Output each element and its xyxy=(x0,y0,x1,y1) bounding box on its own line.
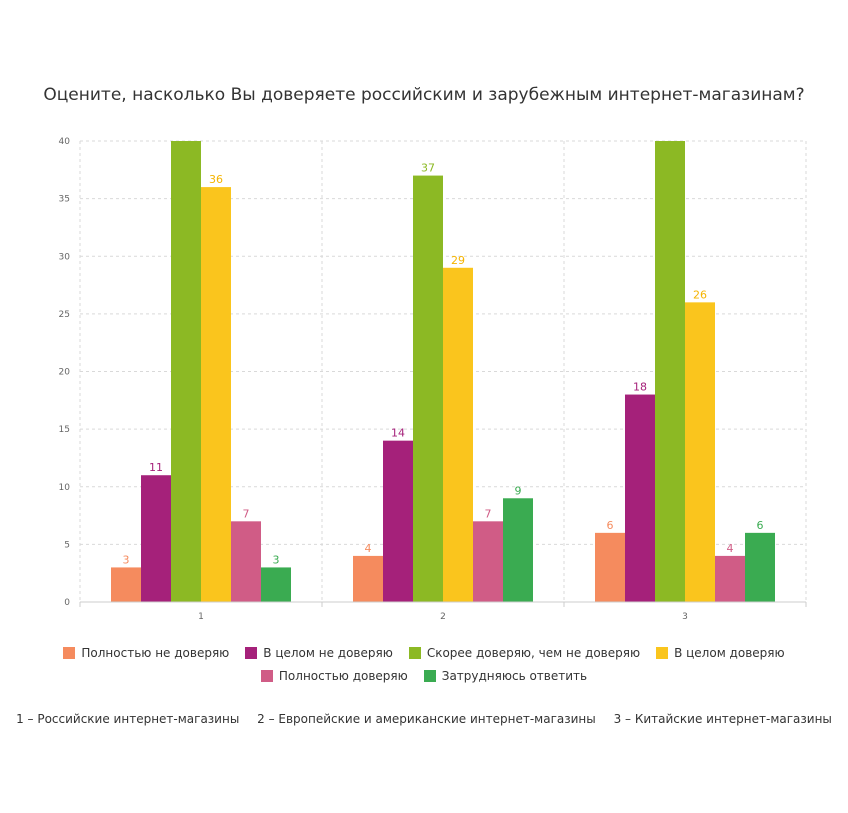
bar[interactable] xyxy=(353,555,383,602)
data-label: 11 xyxy=(149,461,163,474)
y-tick-label: 20 xyxy=(59,368,71,378)
bar[interactable] xyxy=(655,141,685,602)
data-labels: 3 11 41 36 7 3 4 14 37 29 7 9 6 18 41 26 4 6 xyxy=(123,127,764,566)
legend-swatch xyxy=(260,670,273,682)
footnote-1: 1 – Российские интернет-магазины xyxy=(16,712,240,726)
bar[interactable] xyxy=(595,532,625,602)
data-label: 3 xyxy=(273,553,280,566)
data-label: 41 xyxy=(179,127,193,140)
legend-label: Скорее доверяю, чем не доверяю xyxy=(426,646,641,660)
category-footnote: 1 – Российские интернет-магазины 2 – Евр… xyxy=(0,712,848,726)
bar[interactable] xyxy=(413,175,443,602)
data-label: 6 xyxy=(607,519,614,532)
legend: Полностью не доверяю В целом не доверяю … xyxy=(0,646,848,692)
data-label: 6 xyxy=(757,519,764,532)
legend-item[interactable]: Полностью не доверяю xyxy=(63,646,229,660)
bar[interactable] xyxy=(473,521,503,602)
x-tick-label: 2 xyxy=(440,612,446,622)
data-label: 4 xyxy=(365,542,372,555)
data-label: 3 xyxy=(123,553,130,566)
data-label: 4 xyxy=(727,542,734,555)
y-tick-label: 5 xyxy=(64,540,70,550)
chart-title: Оцените, насколько Вы доверяете российск… xyxy=(43,85,804,105)
bar[interactable] xyxy=(685,302,715,602)
data-label: 29 xyxy=(451,254,465,267)
y-tick-label: 25 xyxy=(59,310,70,320)
y-tick-label: 40 xyxy=(59,137,71,147)
x-tick-label: 3 xyxy=(682,612,688,622)
y-tick-label: 35 xyxy=(59,195,70,205)
bar[interactable] xyxy=(231,521,261,602)
legend-label: В целом доверяю xyxy=(674,646,785,660)
footnote-3: 3 – Китайские интернет-магазины xyxy=(613,712,832,726)
data-label: 41 xyxy=(663,127,677,140)
bar-chart: Оцените, насколько Вы доверяете российск… xyxy=(43,85,807,622)
legend-label: Затрудняюсь ответить xyxy=(441,669,588,683)
bar[interactable] xyxy=(625,394,655,602)
y-tick-label: 15 xyxy=(59,425,70,435)
x-tick-label: 1 xyxy=(198,612,204,622)
legend-label: В целом не доверяю xyxy=(263,646,393,660)
legend-row-1: Полностью не доверяю В целом не доверяю … xyxy=(0,646,848,660)
footnote-2: 2 – Европейские и американские интернет-… xyxy=(257,712,596,726)
bar[interactable] xyxy=(111,567,141,602)
bar[interactable] xyxy=(745,532,775,602)
bar[interactable] xyxy=(261,567,291,602)
bar[interactable] xyxy=(715,555,745,602)
legend-row-2: Полностью доверяю Затрудняюсь ответить xyxy=(0,669,848,683)
bar[interactable] xyxy=(443,267,473,602)
data-label: 7 xyxy=(243,507,250,520)
legend-item[interactable]: Затрудняюсь ответить xyxy=(423,669,588,683)
legend-swatch xyxy=(408,647,421,659)
data-label: 26 xyxy=(693,288,707,301)
bars xyxy=(111,141,775,602)
data-label: 37 xyxy=(421,162,435,175)
data-label: 7 xyxy=(485,507,492,520)
legend-item[interactable]: В целом не доверяю xyxy=(245,646,393,660)
bar[interactable] xyxy=(171,141,201,602)
legend-item[interactable]: В целом доверяю xyxy=(656,646,785,660)
y-tick-label: 30 xyxy=(59,252,71,262)
legend-label: Полностью не доверяю xyxy=(81,646,230,660)
bar[interactable] xyxy=(201,187,231,602)
legend-item[interactable]: Скорее доверяю, чем не доверяю xyxy=(408,646,641,660)
legend-swatch xyxy=(245,647,258,659)
bar[interactable] xyxy=(503,498,533,602)
data-label: 36 xyxy=(209,173,223,186)
y-tick-label: 0 xyxy=(64,598,70,608)
data-label: 14 xyxy=(391,427,405,440)
bar[interactable] xyxy=(141,475,171,602)
y-tick-label: 10 xyxy=(59,483,71,493)
legend-swatch xyxy=(63,647,76,659)
legend-label: Полностью доверяю xyxy=(278,669,408,683)
legend-swatch xyxy=(656,647,669,659)
legend-item[interactable]: Полностью доверяю xyxy=(260,669,408,683)
axes: 0 5 10 15 20 25 30 35 40 1 2 3 xyxy=(59,137,807,622)
data-label: 18 xyxy=(633,381,647,394)
legend-swatch xyxy=(423,670,436,682)
bar[interactable] xyxy=(383,440,413,602)
data-label: 9 xyxy=(515,484,522,497)
